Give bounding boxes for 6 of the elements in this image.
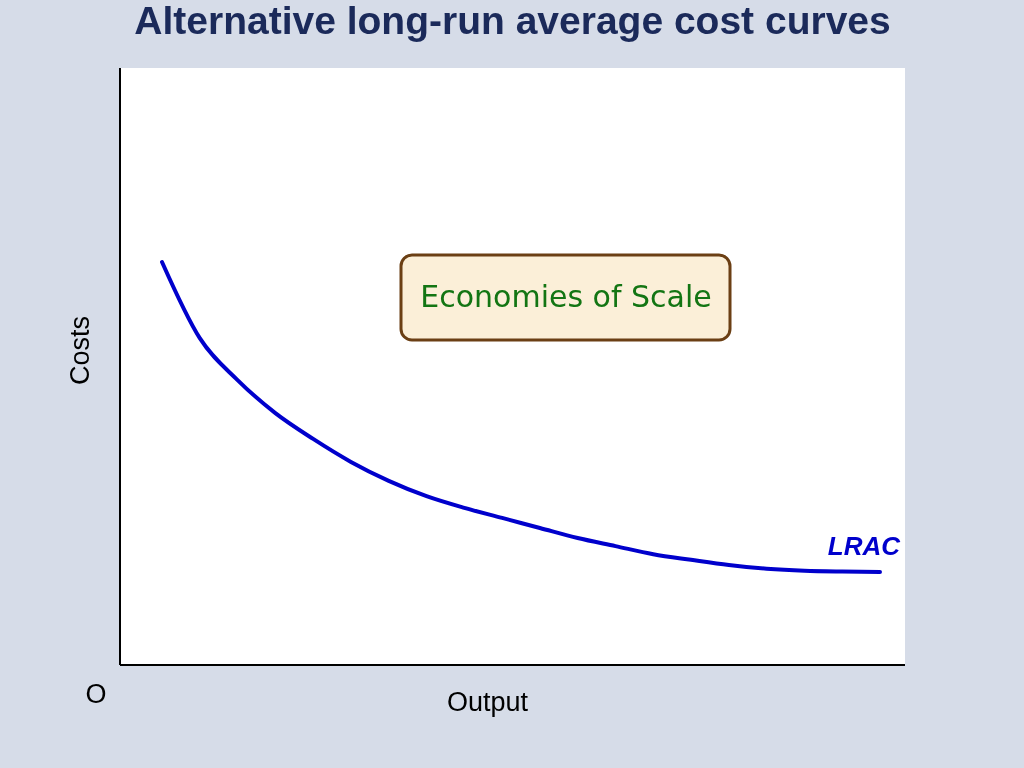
text: O [85, 679, 107, 709]
chart-title: Alternative long-run average cost curves [134, 0, 891, 42]
y-axis-title: Costs [64, 315, 95, 386]
x-axis-title: Output [446, 686, 529, 717]
annotation: Economies of Scale [420, 279, 712, 314]
series-label: LRAC [827, 530, 902, 561]
